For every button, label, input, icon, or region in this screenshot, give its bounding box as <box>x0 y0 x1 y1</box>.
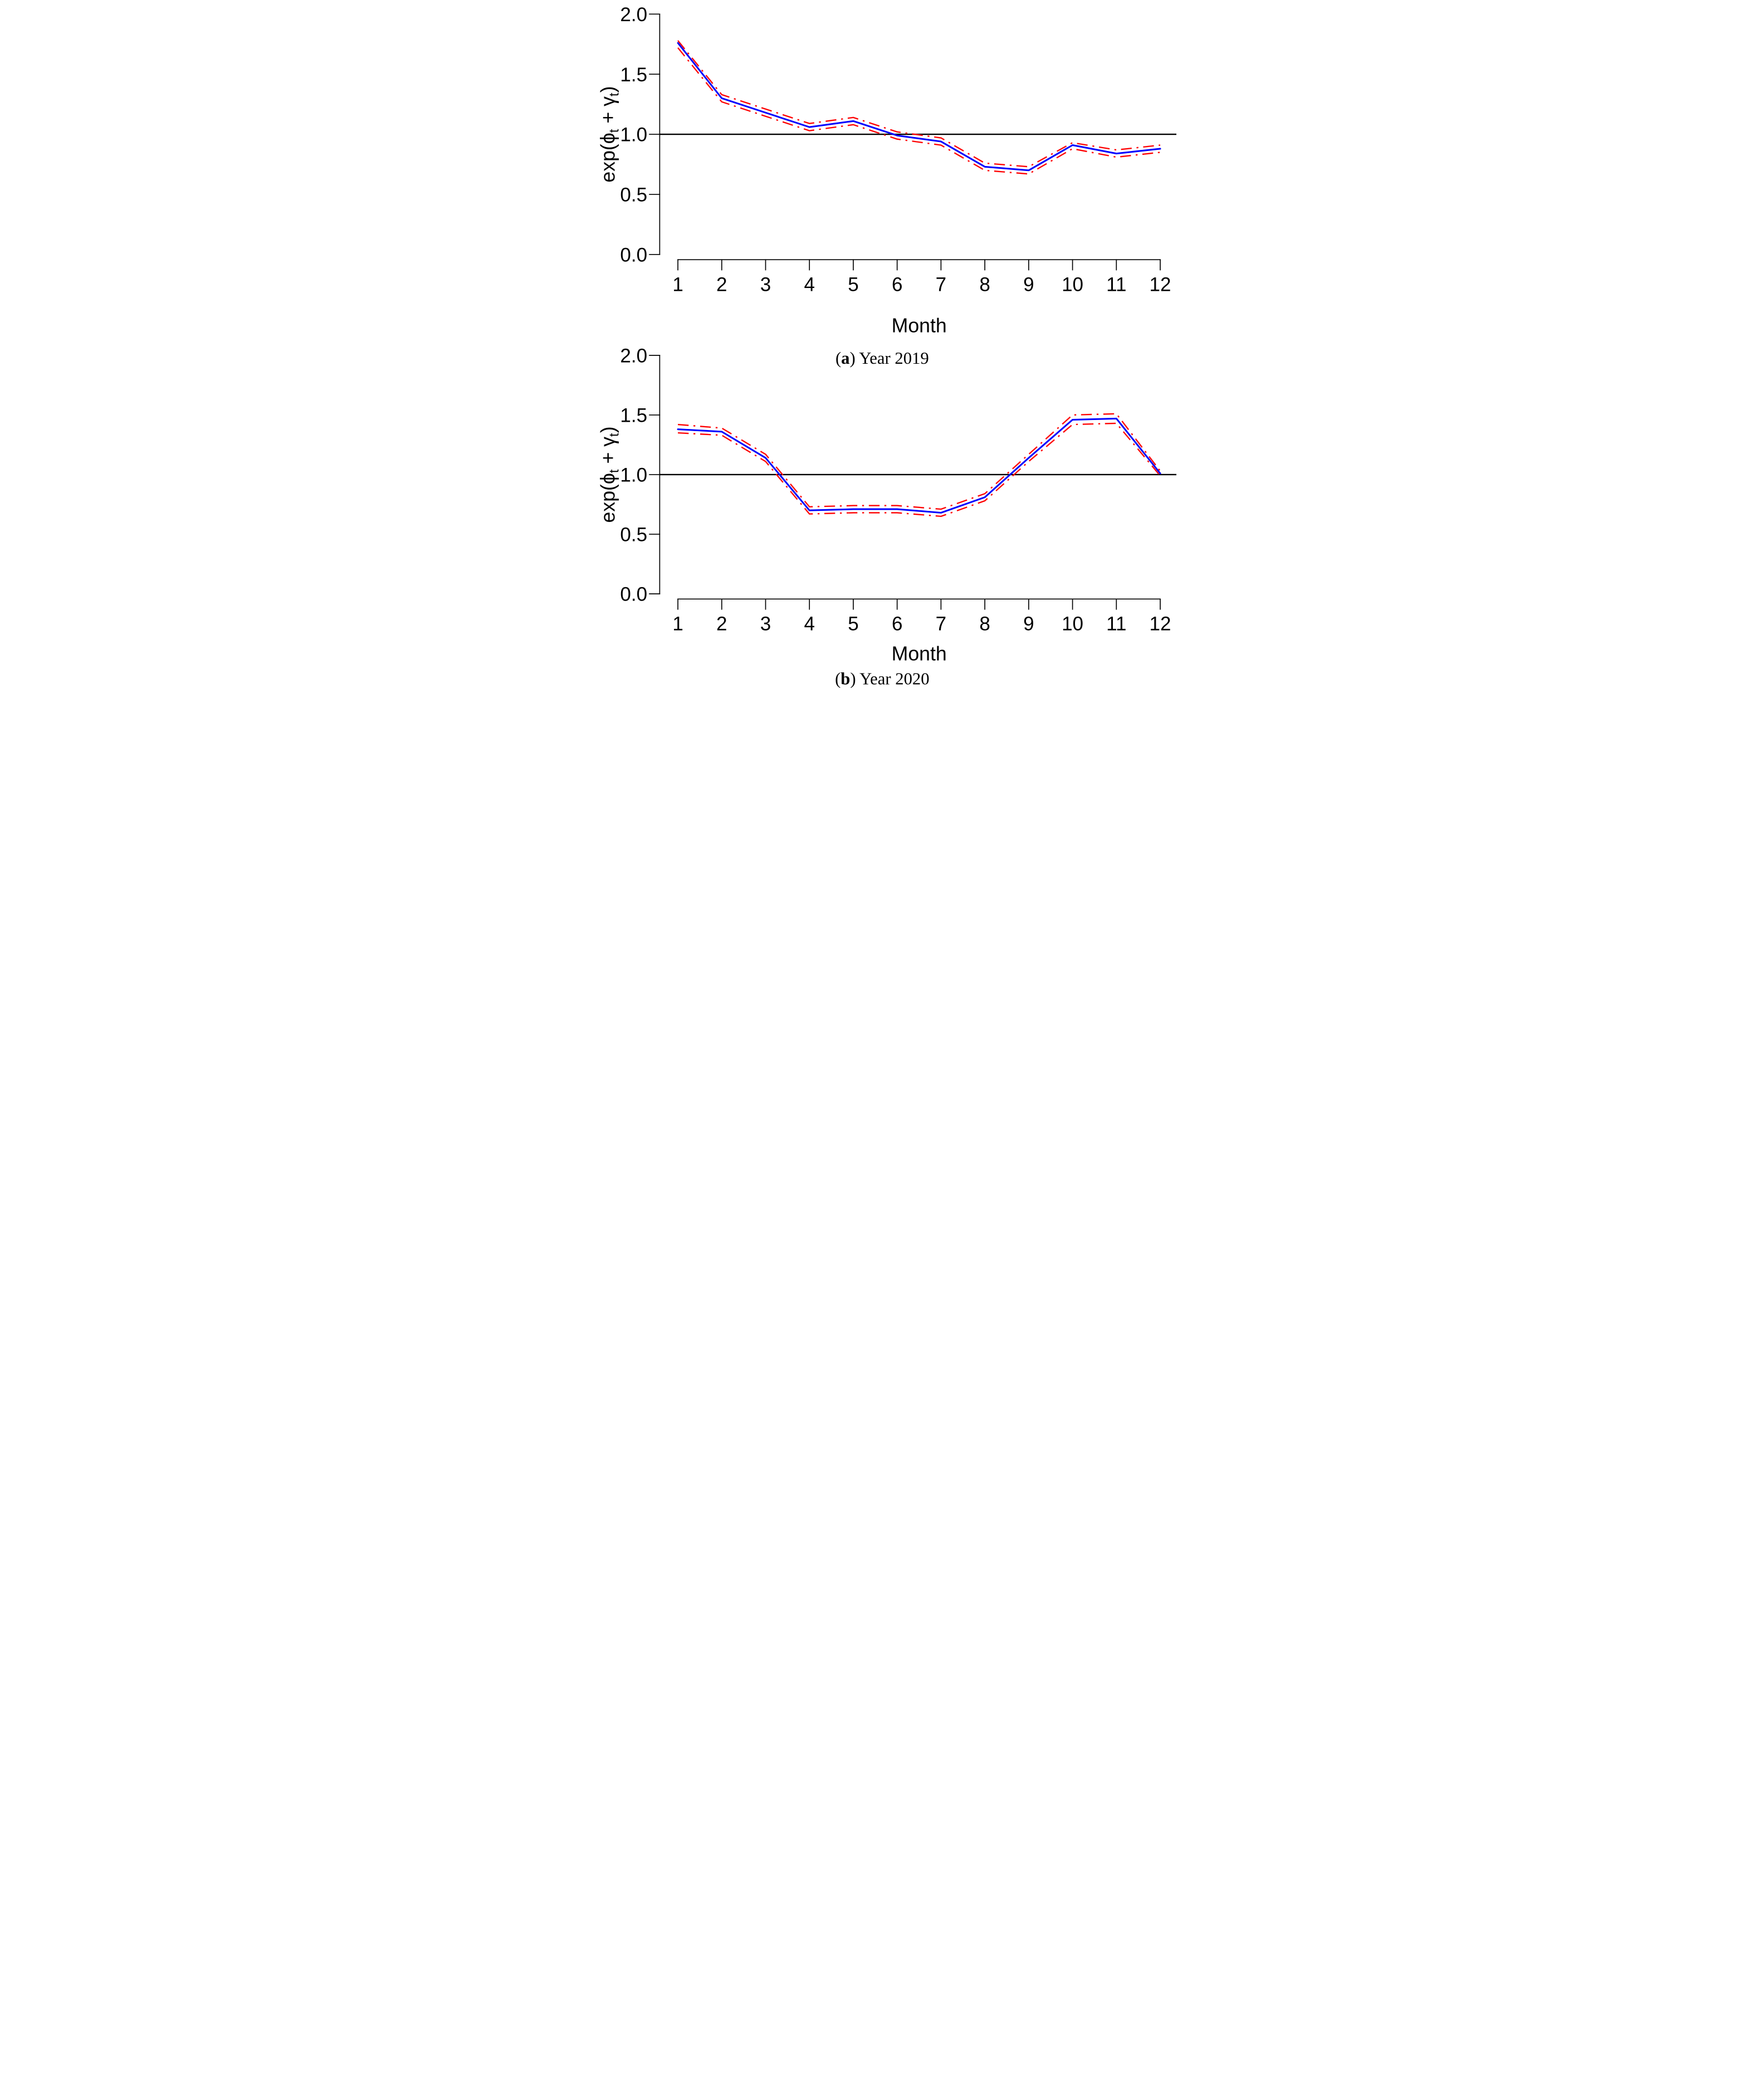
y-tick-label: 1.5 <box>620 64 647 86</box>
series-upper-ci <box>677 40 1160 168</box>
x-tick-label: 3 <box>760 274 770 295</box>
x-tick-label: 9 <box>1023 274 1034 295</box>
x-tick-label: 1 <box>672 613 683 635</box>
x-tick-label: 6 <box>891 613 902 635</box>
series-estimate <box>677 417 1161 514</box>
y-tick-label: 0.0 <box>620 244 647 266</box>
x-tick-label: 1 <box>672 274 683 295</box>
y-tick-label: 0.0 <box>620 584 647 606</box>
caption-a: (a) Year 2019 <box>835 349 929 368</box>
chart-year-2019: 0.00.51.01.52.01 2 3 4 5 6 7 8 9 10 11 12 exp(ϕt + … <box>597 4 1176 368</box>
x-tick-label: 12 <box>1149 613 1171 635</box>
x-tick-label: 9 <box>1023 613 1034 635</box>
series-estimate <box>677 42 1161 172</box>
x-tick-label: 11 <box>1106 613 1126 635</box>
x-tick-label: 3 <box>760 613 770 635</box>
x-tick-label: 7 <box>935 274 946 295</box>
x-axis-label: Month <box>891 643 946 665</box>
y-tick-label: 2.0 <box>620 4 647 26</box>
series-lower-ci <box>677 422 1161 518</box>
x-tick-label: 8 <box>979 274 990 295</box>
x-tick-label: 5 <box>848 613 858 635</box>
x-tick-label: 4 <box>804 613 814 635</box>
y-tick-label: 1.0 <box>620 124 647 146</box>
y-tick-label: 1.0 <box>620 465 647 486</box>
x-tick-label: 2 <box>716 613 727 635</box>
x-axis-label: Month <box>891 315 946 337</box>
y-axis-label: exp(ϕt + γt) <box>597 86 622 183</box>
chart-year-2020: 0.00.51.01.52.01 2 3 4 5 6 7 8 9 10 11 12 exp(ϕt + … <box>597 345 1176 689</box>
y-axis-label: exp(ϕt + γt) <box>597 426 622 523</box>
series-upper-ci <box>677 413 1161 510</box>
series-lower-ci <box>677 47 1160 175</box>
y-tick-label: 0.5 <box>620 524 647 546</box>
y-tick-label: 0.5 <box>620 184 647 206</box>
x-tick-label: 12 <box>1149 274 1171 295</box>
x-tick-label: 11 <box>1106 274 1126 295</box>
y-tick-label: 2.0 <box>620 345 647 367</box>
x-tick-label: 5 <box>848 274 858 295</box>
x-tick-label: 7 <box>935 613 946 635</box>
x-tick-label: 8 <box>979 613 990 635</box>
plot-area-b: 0.00.51.01.52.01 2 3 4 5 6 7 8 9 10 11 12 <box>620 345 1176 635</box>
seasonal-effect-figure: 0.00.51.01.52.01 2 3 4 5 6 7 8 9 10 11 12 exp(ϕt + … <box>597 4 1176 689</box>
caption-b: (b) Year 2020 <box>835 670 929 689</box>
y-tick-label: 1.5 <box>620 405 647 427</box>
x-tick-label: 10 <box>1062 613 1083 635</box>
x-tick-label: 6 <box>891 274 902 295</box>
x-tick-label: 4 <box>804 274 814 295</box>
x-tick-label: 2 <box>716 274 727 295</box>
plot-area-a: 0.00.51.01.52.01 2 3 4 5 6 7 8 9 10 11 12 <box>620 4 1176 295</box>
x-tick-label: 10 <box>1062 274 1083 295</box>
figure-container: 0.0 0.5 1.0 1.5 2.0 1 2 3 4 5 6 7 8 9 10 11 12 exp(ϕt + … <box>588 0 1176 694</box>
